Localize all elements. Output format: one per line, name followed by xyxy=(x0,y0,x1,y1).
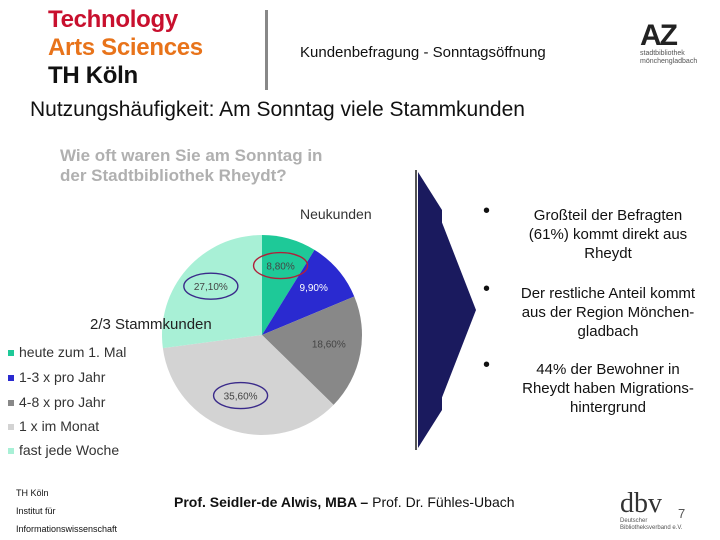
bullet-icon: • xyxy=(483,354,491,376)
legend-item: heute zum 1. Mal xyxy=(8,344,126,360)
footer-line: TH Köln xyxy=(16,488,49,498)
az-logo-line2: mönchengladbach xyxy=(640,58,698,65)
bullet-text: Großteil der Befragten (61%) kommt direk… xyxy=(528,207,688,262)
logo-line-technology: Technology xyxy=(48,6,178,33)
slice-value-label: 8,80% xyxy=(266,262,294,273)
bullet-item: • 44% der Bewohner in Rheydt haben Migra… xyxy=(483,355,713,417)
dbv-logo: dbv Deutscher Bibliotheksverband e.V. 7 xyxy=(620,490,710,536)
slice-value-label: 9,90% xyxy=(300,283,328,294)
legend-swatch xyxy=(8,448,14,455)
chart-title-line1: Wie oft waren Sie am Sonntag in xyxy=(60,146,323,165)
slice-value-label: 35,60% xyxy=(224,392,258,403)
legend-swatch xyxy=(8,350,14,357)
dbv-logo-mark: dbv xyxy=(620,488,662,519)
legend-swatch xyxy=(8,424,14,431)
chart-title-line2: der Stadtbibliothek Rheydt? xyxy=(60,166,287,185)
pie-slice xyxy=(262,235,315,335)
bullet-text: Der restliche Anteil kommt aus der Regio… xyxy=(520,285,696,340)
az-logo: AZ stadtbibliothek mönchengladbach xyxy=(640,19,710,77)
dbv-logo-line1: Deutscher xyxy=(620,518,648,524)
pie-chart: 8,80% 9,90% 18,60% 35,60% 27,10% xyxy=(161,235,362,436)
chart-title: Wie oft waren Sie am Sonntag in der Stad… xyxy=(60,146,360,186)
slice-label-outline xyxy=(212,381,269,410)
footer-institution: TH Köln Institut für Informationswissens… xyxy=(16,484,117,538)
pie-slice xyxy=(161,235,262,349)
neukunden-annotation: Neukunden xyxy=(300,206,372,222)
page-number: 7 xyxy=(678,506,686,521)
footer-authors: Prof. Seidler-de Alwis, MBA – Prof. Dr. … xyxy=(174,494,515,510)
legend-label: 1 x im Monat xyxy=(19,418,100,434)
az-logo-line1: stadtbibliothek xyxy=(640,50,685,57)
stammkunden-annotation: 2/3 Stammkunden xyxy=(90,316,212,333)
bullet-item: • Der restliche Anteil kommt aus der Reg… xyxy=(483,279,713,341)
bullet-icon: • xyxy=(483,200,491,222)
legend-item: 4-8 x pro Jahr xyxy=(8,394,105,410)
header-subtitle: Kundenbefragung - Sonntagsöffnung xyxy=(300,44,546,61)
bullet-text: 44% der Bewohner in Rheydt haben Migrati… xyxy=(522,361,694,416)
footer-line: Informationswissenschaft xyxy=(16,524,118,534)
arrow-head-icon xyxy=(434,202,476,418)
footer-authors-rest: Prof. Dr. Fühles-Ubach xyxy=(368,494,515,510)
header-divider xyxy=(265,10,268,90)
bullet-item: • Großteil der Befragten (61%) kommt dir… xyxy=(483,201,713,263)
bullet-icon: • xyxy=(483,278,491,300)
logo-line-arts-sciences: Arts Sciences xyxy=(48,34,203,61)
slice-label-outline xyxy=(183,272,239,300)
footer-line: Institut für xyxy=(16,506,56,516)
th-koeln-logo: Technology Arts Sciences TH Köln xyxy=(48,6,203,90)
legend-label: 4-8 x pro Jahr xyxy=(19,394,106,410)
slice-label-outline xyxy=(252,251,309,280)
legend-label: fast jede Woche xyxy=(19,442,120,458)
dbv-logo-line2: Bibliotheksverband e.V. xyxy=(620,525,683,531)
footer-authors-bold: Prof. Seidler-de Alwis, MBA – xyxy=(174,494,369,510)
az-logo-mark: AZ xyxy=(640,19,678,52)
legend-swatch xyxy=(8,375,14,382)
pie-slice xyxy=(262,296,362,405)
legend-item: 1-3 x pro Jahr xyxy=(8,369,105,385)
pie-slice xyxy=(262,249,355,335)
slice-value-label: 18,60% xyxy=(312,340,346,351)
legend-swatch xyxy=(8,400,14,407)
legend-item: fast jede Woche xyxy=(8,442,119,458)
pie-slice xyxy=(162,335,334,436)
legend-label: 1-3 x pro Jahr xyxy=(19,369,106,385)
arrow-divider xyxy=(415,170,476,450)
legend-item: 1 x im Monat xyxy=(8,418,99,434)
logo-line-th-koeln: TH Köln xyxy=(48,62,138,89)
page-title: Nutzungshäufigkeit: Am Sonntag viele Sta… xyxy=(30,98,525,121)
slice-value-label: 27,10% xyxy=(194,282,228,293)
legend-label: heute zum 1. Mal xyxy=(19,344,127,360)
